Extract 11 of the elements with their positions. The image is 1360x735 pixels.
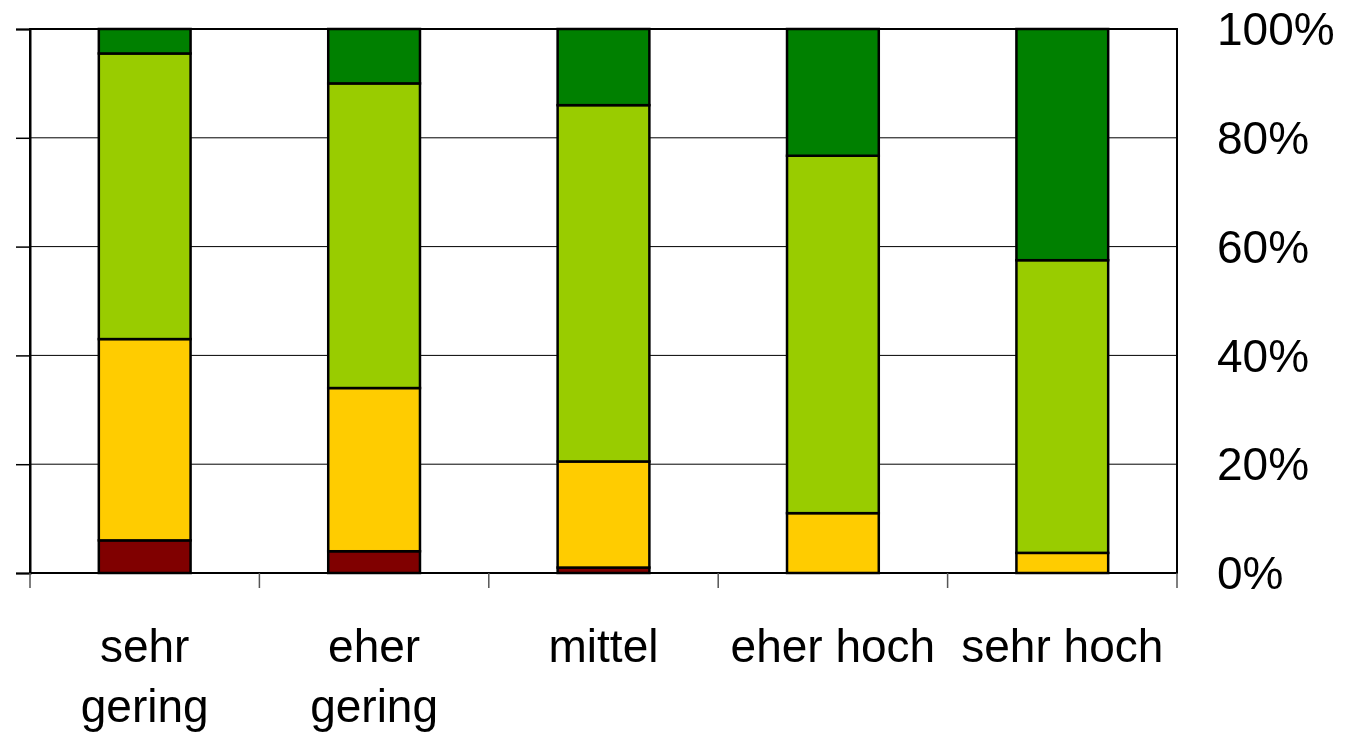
y-tick-label: 60% xyxy=(1217,220,1310,273)
y-tick-label: 20% xyxy=(1217,438,1310,491)
x-tick-label: mittel xyxy=(548,620,659,672)
x-tick-label: eher gering xyxy=(310,620,439,732)
x-tick-label: sehr hoch xyxy=(961,620,1164,672)
y-tick-label: 0% xyxy=(1217,547,1284,600)
y-tick-label: 40% xyxy=(1217,329,1310,382)
y-tick-label: 100% xyxy=(1217,3,1335,56)
y-tick-label: 80% xyxy=(1217,111,1310,164)
x-tick-label: sehr gering xyxy=(80,620,209,732)
x-tick-label: eher hoch xyxy=(730,620,936,672)
